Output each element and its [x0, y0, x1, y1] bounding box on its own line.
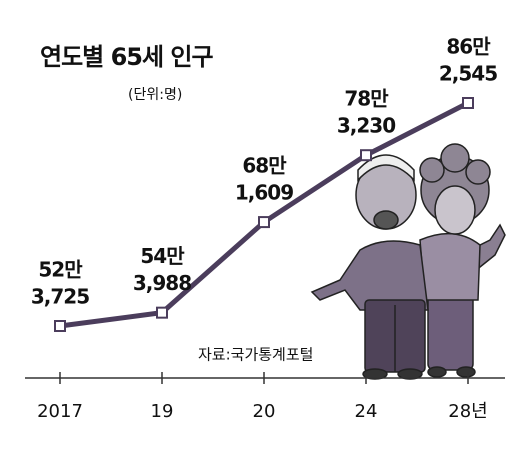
illustration	[310, 143, 506, 380]
value-label: 78만	[344, 87, 389, 111]
marker	[54, 320, 66, 332]
value-label: 54만	[140, 244, 185, 268]
value-label: 1,609	[235, 181, 293, 205]
value-label: 3,230	[337, 114, 395, 138]
x-tick-label: 2017	[37, 401, 83, 422]
value-label: 3,725	[31, 285, 89, 309]
source-note: 자료:국가통계포털	[198, 346, 313, 364]
x-tick-label: 20	[253, 401, 276, 422]
marker	[156, 306, 168, 319]
marker	[258, 216, 270, 229]
marker	[360, 149, 372, 162]
value-label: 68만	[242, 154, 287, 178]
value-label: 2,545	[439, 62, 497, 86]
value-label: 3,988	[133, 271, 191, 295]
chart-title: 연도별 65세 인구	[40, 43, 214, 71]
x-tick-label: 28년	[448, 401, 487, 422]
value-label: 52만	[38, 258, 83, 282]
x-tick-label: 19	[151, 401, 174, 422]
chart-subtitle: (단위:명)	[128, 87, 182, 103]
value-label: 86만	[446, 35, 491, 59]
marker	[462, 97, 474, 109]
x-tick-label: 24	[355, 401, 378, 422]
